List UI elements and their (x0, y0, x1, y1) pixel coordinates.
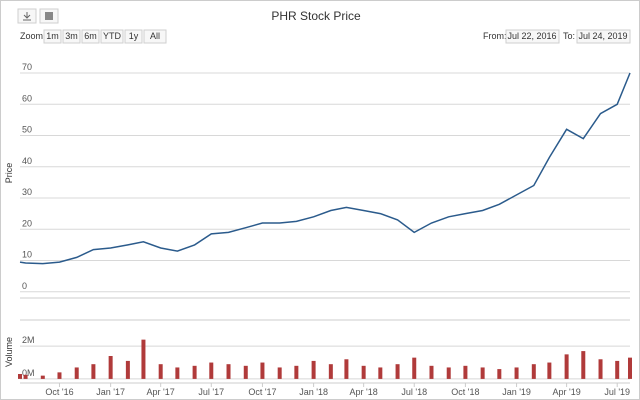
volume-bar (125, 360, 130, 379)
volume-bar (581, 351, 586, 379)
range-button[interactable] (62, 29, 81, 44)
volume-bar (463, 365, 468, 379)
volume-bar (446, 367, 451, 379)
volume-bar (57, 372, 62, 379)
volume-bar (209, 362, 214, 379)
chart-title: PHR Stock Price (271, 9, 361, 23)
volume-bar (23, 374, 28, 379)
volume-axis-title: Volume (4, 337, 14, 367)
range-button-label: All (150, 31, 160, 41)
to-date: Jul 24, 2019 (578, 31, 627, 41)
to-input[interactable] (576, 29, 631, 44)
volume-bar (192, 365, 197, 379)
x-tick-label: Jul '17 (198, 387, 224, 397)
to-label: To: (563, 31, 575, 41)
x-tick-label: Apr '19 (552, 387, 580, 397)
y-tick-label: 50 (22, 125, 32, 135)
from-label: From: (483, 31, 507, 41)
y-tick-label: 20 (22, 218, 32, 228)
y-tick-label: 0M (22, 368, 35, 378)
volume-bar (429, 365, 434, 379)
range-buttons: 1m 3m 6m YTD 1y All (43, 29, 167, 44)
volume-bar (260, 362, 265, 379)
x-tick-label: Oct '17 (248, 387, 276, 397)
volume-bar (243, 365, 248, 379)
from-input[interactable] (505, 29, 560, 44)
volume-bar (564, 354, 569, 379)
download-icon (23, 12, 31, 21)
volume-bar (74, 367, 79, 379)
y-tick-label: 70 (22, 62, 32, 72)
x-tick-label: Oct '18 (451, 387, 479, 397)
volume-bar (395, 364, 400, 379)
range-button-label: 3m (65, 31, 78, 41)
range-button-label: 6m (84, 31, 97, 41)
x-tick-label: Jan '17 (96, 387, 125, 397)
range-button[interactable] (124, 29, 143, 44)
range-button-label: 1y (129, 31, 139, 41)
range-button[interactable] (143, 29, 167, 44)
x-tick-label: Jan '18 (299, 387, 328, 397)
volume-bar (412, 357, 417, 379)
volume-bar (547, 362, 552, 379)
export-buttons[interactable] (17, 8, 59, 24)
volume-bar (378, 367, 383, 379)
x-tick-label: Apr '18 (350, 387, 378, 397)
from-date: Jul 22, 2016 (507, 31, 556, 41)
price-line (19, 72, 631, 265)
y-tick-label: 30 (22, 187, 32, 197)
volume-bar (277, 367, 282, 379)
volume-bar (175, 367, 180, 379)
volume-bar (158, 364, 163, 379)
volume-bar (361, 365, 366, 379)
volume-bar (615, 360, 620, 379)
volume-bar (628, 357, 632, 379)
x-tick-label: Jan '19 (502, 387, 531, 397)
y-tick-label: 0 (22, 281, 27, 291)
volume-bar (497, 369, 502, 379)
print-icon (45, 12, 53, 20)
volume-bar (294, 365, 299, 379)
zoom-label: Zoom (20, 31, 43, 41)
volume-bar (344, 359, 349, 379)
volume-bar (328, 364, 333, 379)
volume-bar (598, 359, 603, 379)
x-tick-label: Apr '17 (147, 387, 175, 397)
range-button[interactable] (81, 29, 100, 44)
volume-bar (108, 356, 113, 379)
y-tick-label: 10 (22, 250, 32, 260)
range-button[interactable] (43, 29, 62, 44)
price-axis-title: Price (4, 163, 14, 184)
x-tick-label: Jul '19 (604, 387, 630, 397)
range-button[interactable] (100, 29, 124, 44)
y-tick-label: 2M (22, 335, 35, 345)
x-tick-label: Oct '16 (45, 387, 73, 397)
volume-bar (91, 364, 96, 379)
volume-bar (40, 375, 45, 379)
volume-bar (480, 367, 485, 379)
range-button-label: 1m (46, 31, 59, 41)
y-tick-label: 60 (22, 93, 32, 103)
volume-bar (141, 339, 146, 379)
volume-bar (311, 360, 316, 379)
volume-bar (531, 364, 536, 379)
volume-bar (18, 374, 22, 379)
y-tick-label: 40 (22, 156, 32, 166)
volume-bar (226, 364, 231, 379)
range-button-label: YTD (103, 31, 122, 41)
x-tick-label: Jul '18 (401, 387, 427, 397)
volume-bar (514, 367, 519, 379)
